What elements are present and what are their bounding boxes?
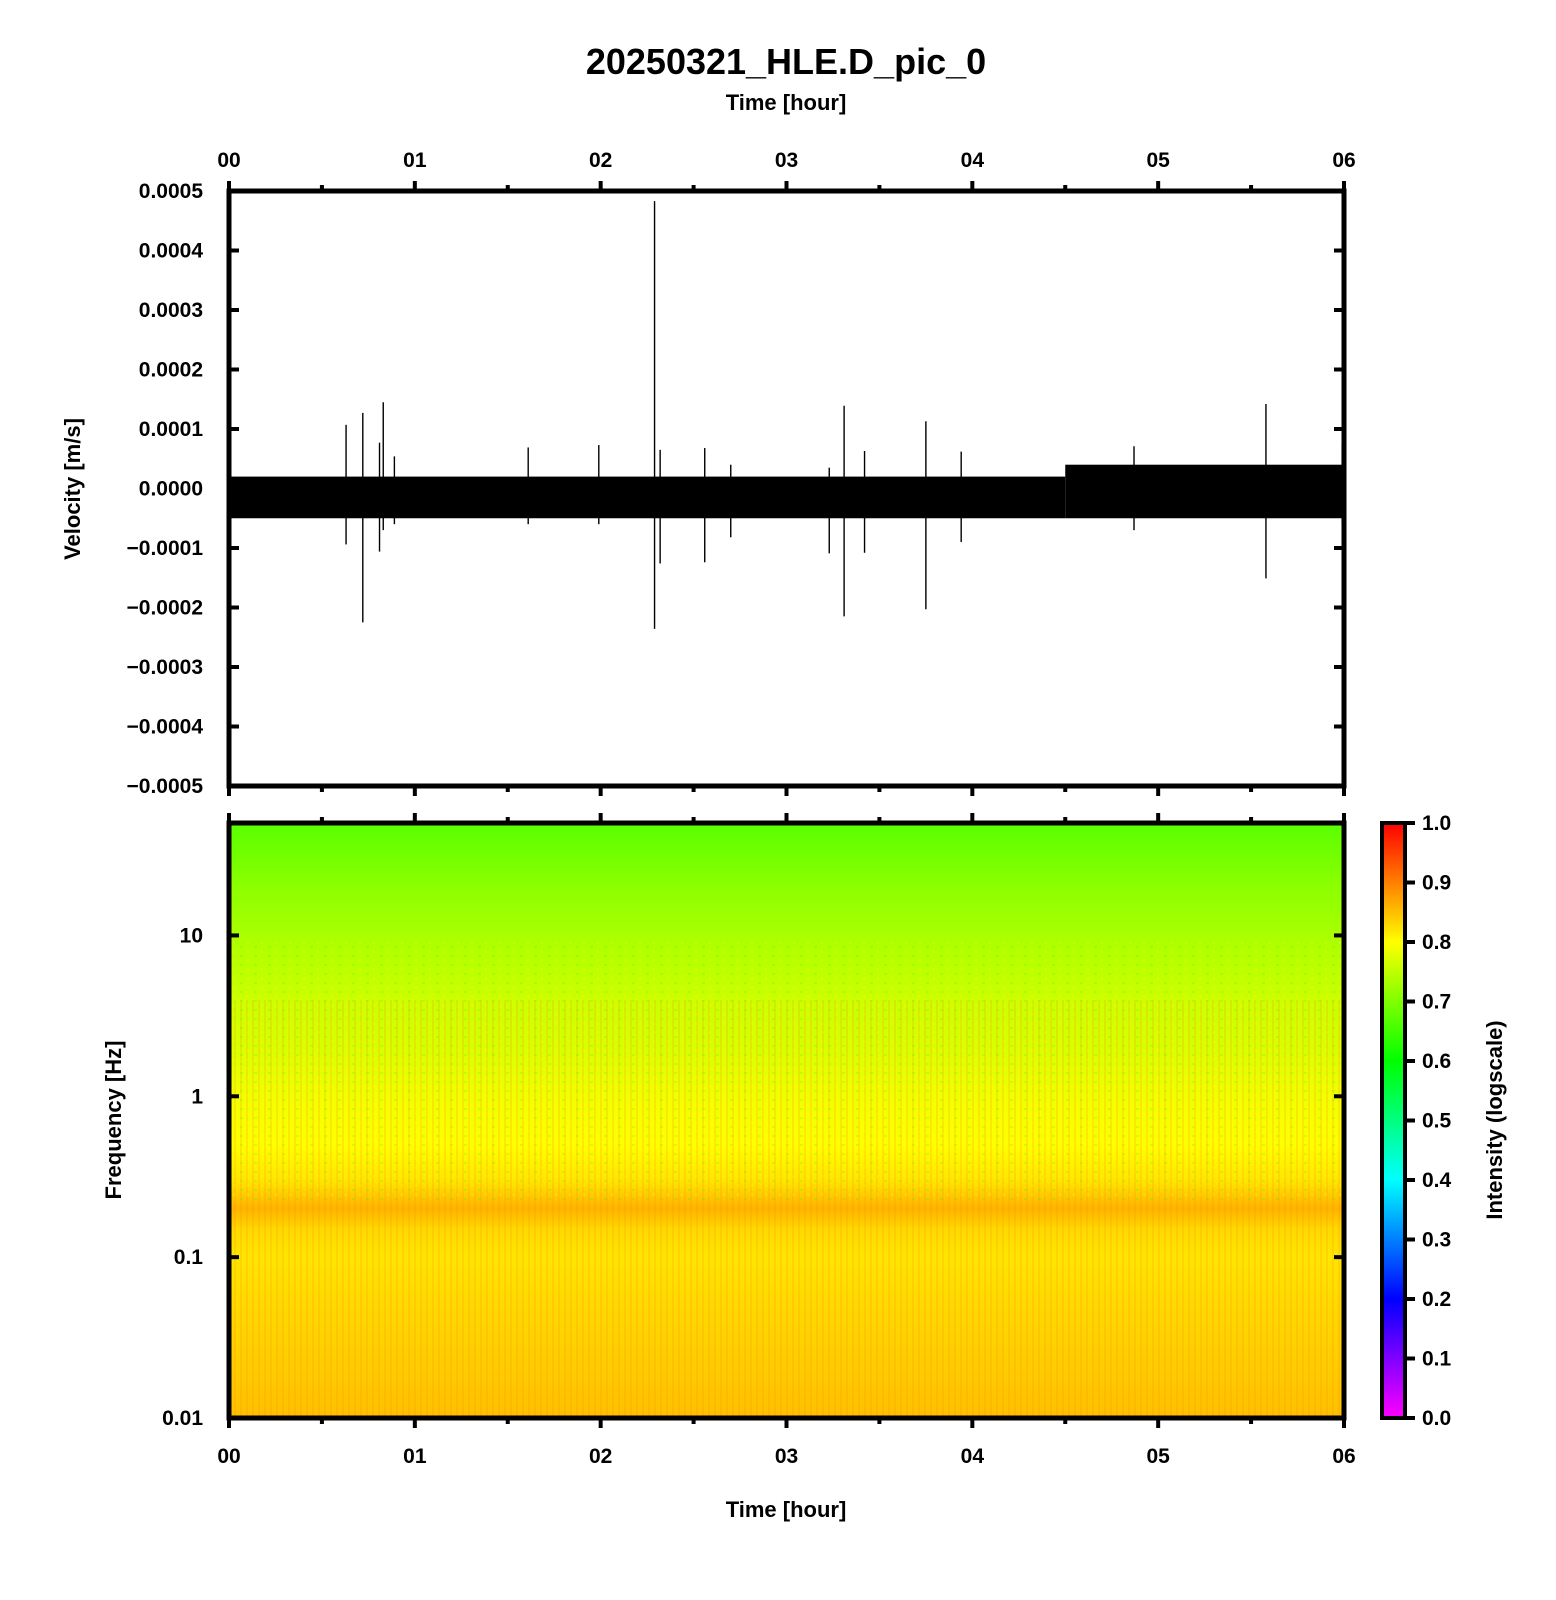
top-x-tick-label: 03 (775, 149, 798, 172)
velocity-tick-label: 0.0005 (139, 180, 204, 203)
top-x-tick-label: 04 (961, 149, 985, 172)
bottom-x-tick-label: 02 (589, 1445, 612, 1468)
velocity-tick-label: −0.0002 (127, 597, 204, 620)
top-x-tick-label: 06 (1332, 149, 1355, 172)
velocity-tick-label: −0.0001 (127, 537, 204, 560)
spectrogram-panel: 00 01 02 03 04 05 06 10 1 0.1 0.01 Time [hour] Fr… (101, 813, 1356, 1522)
frequency-tick-label: 0.01 (162, 1407, 203, 1430)
top-x-axis-label: Time [hour] (726, 90, 847, 115)
chart-title: 20250321_HLE.D_pic_0 (586, 41, 986, 82)
velocity-tick-label: −0.0005 (127, 775, 204, 798)
noise-band-0-to-4-5h (229, 476, 1066, 519)
top-x-tick-label: 05 (1146, 149, 1170, 172)
top-x-tick-label: 02 (589, 149, 612, 172)
velocity-tick-label: 0.0004 (139, 240, 204, 263)
velocity-tick-label: −0.0003 (127, 656, 204, 679)
bottom-x-tick-label: 06 (1332, 1445, 1355, 1468)
velocity-tick-label: −0.0004 (127, 716, 204, 739)
colorbar-tick-label: 0.1 (1422, 1348, 1452, 1371)
top-x-tick-label: 01 (403, 149, 427, 172)
spectrogram-speckle (229, 940, 1344, 1200)
bottom-x-tick-label: 00 (217, 1445, 240, 1468)
noise-band-4-5-to-6h (1065, 464, 1344, 519)
colorbar-tick-label: 0.4 (1422, 1169, 1452, 1192)
frequency-tick-labels: 10 1 0.1 0.01 (162, 924, 203, 1430)
velocity-tick-label: 0.0003 (139, 299, 203, 322)
top-x-tick-label: 00 (217, 149, 240, 172)
colorbar-tick-label: 0.7 (1422, 991, 1451, 1014)
colorbar-tick-label: 0.3 (1422, 1229, 1451, 1252)
colorbar-tick-label: 0.5 (1422, 1110, 1452, 1133)
velocity-tick-label: 0.0001 (139, 418, 204, 441)
colorbar-tick-label: 0.0 (1422, 1407, 1451, 1430)
bottom-x-axis-label: Time [hour] (726, 1497, 847, 1522)
colorbar-tick-label: 0.8 (1422, 931, 1452, 954)
velocity-axis-label: Velocity [m/s] (60, 418, 85, 560)
colorbar-tick-label: 0.2 (1422, 1288, 1451, 1311)
waveform-panel: Time [hour] Velocity [m/s] 00 01 02 03 04 05 0… (60, 90, 1356, 798)
bottom-x-tick-label: 03 (775, 1445, 798, 1468)
waveform-frame (226, 188, 1347, 789)
frequency-tick-label: 0.1 (174, 1246, 204, 1269)
colorbar: 1.0 0.9 0.8 0.7 0.6 0.5 0.4 0.3 0.2 0.1 0.0 Intens… (1380, 812, 1507, 1430)
colorbar-tick-label: 0.9 (1422, 872, 1451, 895)
bottom-x-tick-label: 01 (403, 1445, 427, 1468)
colorbar-label: Intensity (logscale) (1482, 1020, 1507, 1219)
waveform-spikes (345, 201, 1343, 629)
velocity-tick-labels: 0.0005 0.0004 0.0003 0.0002 0.0001 0.0000 −0.0… (127, 180, 204, 798)
spectrogram-tick-marks (227, 813, 1346, 1428)
frequency-tick-label: 10 (180, 924, 203, 947)
colorbar-tick-labels: 1.0 0.9 0.8 0.7 0.6 0.5 0.4 0.3 0.2 0.1 0.0 (1405, 812, 1452, 1430)
frequency-tick-label: 1 (191, 1085, 203, 1108)
bottom-x-tick-label: 05 (1146, 1445, 1170, 1468)
velocity-tick-label: 0.0000 (139, 478, 203, 501)
waveform-trace (229, 201, 1344, 629)
colorbar-tick-label: 1.0 (1422, 812, 1451, 835)
colorbar-gradient (1382, 823, 1405, 1418)
bottom-x-tick-labels: 00 01 02 03 04 05 06 (217, 1445, 1355, 1468)
frequency-axis-label: Frequency [Hz] (101, 1041, 126, 1200)
colorbar-tick-label: 0.6 (1422, 1050, 1451, 1073)
velocity-tick-label: 0.0002 (139, 359, 203, 382)
top-x-tick-labels: 00 01 02 03 04 05 06 (217, 149, 1355, 172)
bottom-x-tick-label: 04 (961, 1445, 985, 1468)
